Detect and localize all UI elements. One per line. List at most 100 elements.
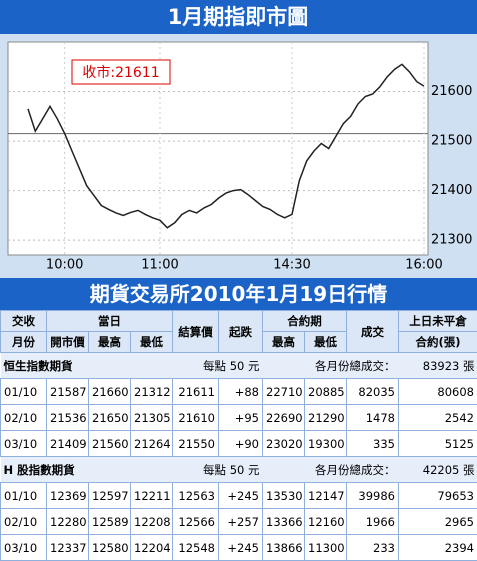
cell: 12566 bbox=[173, 509, 219, 535]
header-cell: 合約期 bbox=[263, 311, 347, 332]
header-cell: 交收 bbox=[1, 311, 47, 332]
cell: 12589 bbox=[89, 509, 131, 535]
cell: 21305 bbox=[131, 405, 173, 431]
quote-table: 交收當日結算價起跌合約期成交上日未平倉月份開市價最高最低最高最低合約(張)恒生指… bbox=[0, 310, 477, 561]
header-cell: 合約(張) bbox=[399, 332, 477, 353]
header-cell: 上日未平倉 bbox=[399, 311, 477, 332]
cell: 2542 bbox=[399, 405, 477, 431]
cell: 20885 bbox=[305, 379, 347, 405]
cell: 12204 bbox=[131, 535, 173, 561]
cell: 11300 bbox=[305, 535, 347, 561]
cell: 21264 bbox=[131, 431, 173, 457]
section-row: 恒生指數期貨每點 50 元各月份總成交：83923 張 bbox=[1, 353, 477, 379]
cell: +88 bbox=[219, 379, 263, 405]
cell: 12580 bbox=[89, 535, 131, 561]
cell: 21650 bbox=[89, 405, 131, 431]
x-tick-label: 10:00 bbox=[46, 258, 83, 273]
chart-title: 1月期指即市圖 bbox=[168, 5, 309, 29]
chart: 1月期指即市圖 21300 21400 21500 21600 10:00 11:00 14… bbox=[0, 0, 477, 278]
cell: 21536 bbox=[47, 405, 89, 431]
header-cell: 最高 bbox=[263, 332, 305, 353]
cell: 03/10 bbox=[1, 535, 47, 561]
header-cell: 最低 bbox=[131, 332, 173, 353]
cell: 13366 bbox=[263, 509, 305, 535]
cell: 79653 bbox=[399, 483, 477, 509]
cell: 03/10 bbox=[1, 431, 47, 457]
header-cell: 成交 bbox=[347, 311, 399, 353]
cell: 23020 bbox=[263, 431, 305, 457]
cell: 12369 bbox=[47, 483, 89, 509]
y-tick-label: 21500 bbox=[431, 134, 472, 149]
cell: 2394 bbox=[399, 535, 477, 561]
annotation: 收市:21611 bbox=[82, 64, 159, 81]
cell: +90 bbox=[219, 431, 263, 457]
cell: 12211 bbox=[131, 483, 173, 509]
cell: 13530 bbox=[263, 483, 305, 509]
cell: +257 bbox=[219, 509, 263, 535]
x-tick-label: 14:30 bbox=[273, 258, 310, 273]
cell: 22690 bbox=[263, 405, 305, 431]
cell: +95 bbox=[219, 405, 263, 431]
cell: 1478 bbox=[347, 405, 399, 431]
cell: 2965 bbox=[399, 509, 477, 535]
cell: 21587 bbox=[47, 379, 89, 405]
cell: 19300 bbox=[305, 431, 347, 457]
header-row: 交收當日結算價起跌合約期成交上日未平倉 bbox=[1, 311, 477, 332]
y-tick-label: 21400 bbox=[431, 183, 472, 198]
cell: 21610 bbox=[173, 405, 219, 431]
header-cell: 最低 bbox=[305, 332, 347, 353]
cell: 80608 bbox=[399, 379, 477, 405]
cell: 21312 bbox=[131, 379, 173, 405]
cell: +245 bbox=[219, 535, 263, 561]
table-title: 期貨交易所2010年1月19日行情 bbox=[0, 278, 477, 310]
cell: 21550 bbox=[173, 431, 219, 457]
cell: 12147 bbox=[305, 483, 347, 509]
x-tick-label: 11:00 bbox=[141, 258, 178, 273]
cell: 02/10 bbox=[1, 509, 47, 535]
y-tick-label: 21600 bbox=[431, 84, 472, 99]
cell: 13866 bbox=[263, 535, 305, 561]
header-cell: 月份 bbox=[1, 332, 47, 353]
cell: 21560 bbox=[89, 431, 131, 457]
cell: 21611 bbox=[173, 379, 219, 405]
cell: 01/10 bbox=[1, 379, 47, 405]
cell: 39986 bbox=[347, 483, 399, 509]
cell: 12563 bbox=[173, 483, 219, 509]
section-title: 恒生指數期貨 bbox=[1, 353, 173, 379]
cell: 02/10 bbox=[1, 405, 47, 431]
cell: 12548 bbox=[173, 535, 219, 561]
cell: 21290 bbox=[305, 405, 347, 431]
section-total: 42205 張 bbox=[399, 457, 477, 483]
x-tick-label: 16:00 bbox=[405, 258, 442, 273]
cell: 12280 bbox=[47, 509, 89, 535]
section-row: H 股指數期貨每點 50 元各月份總成交：42205 張 bbox=[1, 457, 477, 483]
section-total: 83923 張 bbox=[399, 353, 477, 379]
section-total-label: 各月份總成交： bbox=[263, 457, 399, 483]
header-cell: 最高 bbox=[89, 332, 131, 353]
cell: 22710 bbox=[263, 379, 305, 405]
cell: 12160 bbox=[305, 509, 347, 535]
header-cell: 開市價 bbox=[47, 332, 89, 353]
header-cell: 當日 bbox=[47, 311, 173, 332]
cell: 12597 bbox=[89, 483, 131, 509]
header-cell: 起跌 bbox=[219, 311, 263, 353]
cell: 12208 bbox=[131, 509, 173, 535]
y-tick-label: 21300 bbox=[431, 233, 472, 248]
cell: 21660 bbox=[89, 379, 131, 405]
cell: 12337 bbox=[47, 535, 89, 561]
cell: 233 bbox=[347, 535, 399, 561]
section-unit: 每點 50 元 bbox=[173, 353, 263, 379]
section-title: H 股指數期貨 bbox=[1, 457, 173, 483]
cell: 82035 bbox=[347, 379, 399, 405]
cell: 01/10 bbox=[1, 483, 47, 509]
cell: +245 bbox=[219, 483, 263, 509]
cell: 1966 bbox=[347, 509, 399, 535]
header-cell: 結算價 bbox=[173, 311, 219, 353]
